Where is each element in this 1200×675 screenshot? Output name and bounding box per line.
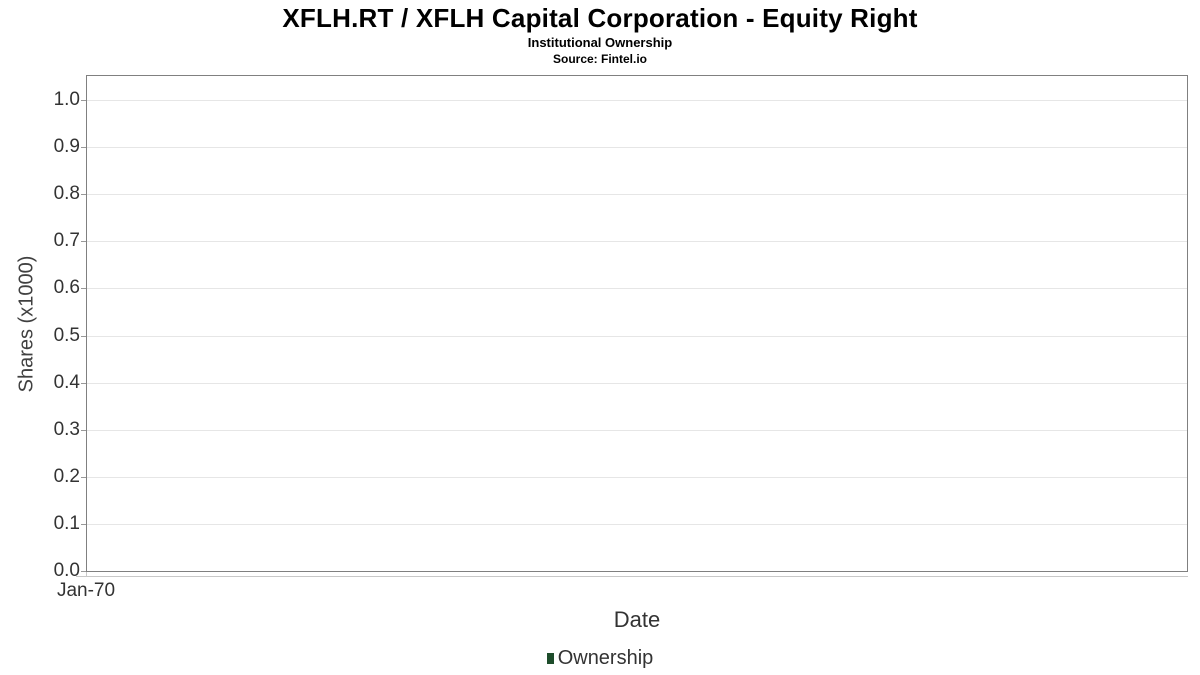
y-tick-0.1 bbox=[81, 524, 86, 525]
y-tick-0.8 bbox=[81, 194, 86, 195]
y-tick-1.0 bbox=[81, 100, 86, 101]
y-tick-0.5 bbox=[81, 336, 86, 337]
y-tick-label-0.6: 0.6 bbox=[53, 277, 80, 298]
y-gridline-0.5 bbox=[87, 336, 1187, 337]
chart-source: Source: Fintel.io bbox=[552, 52, 647, 66]
y-tick-0.4 bbox=[81, 383, 86, 384]
y-tick-0.0 bbox=[81, 571, 86, 572]
x-tick-jan-70 bbox=[86, 572, 87, 577]
y-gridline-0.7 bbox=[87, 241, 1187, 242]
y-gridline-0.8 bbox=[87, 194, 1187, 195]
y-gridline-0.1 bbox=[87, 524, 1187, 525]
y-tick-label-0.8: 0.8 bbox=[53, 183, 80, 204]
y-gridline-0.3 bbox=[87, 430, 1187, 431]
y-tick-label-0.5: 0.5 bbox=[53, 325, 80, 346]
x-axis-line bbox=[76, 576, 1188, 577]
y-tick-label-0.9: 0.9 bbox=[53, 136, 80, 157]
y-gridline-0.4 bbox=[87, 383, 1187, 384]
chart-subtitle: Institutional Ownership bbox=[527, 35, 673, 50]
y-tick-label-0.3: 0.3 bbox=[53, 419, 80, 440]
legend-marker-ownership bbox=[546, 652, 554, 664]
legend-label-ownership[interactable]: Ownership bbox=[557, 646, 654, 669]
y-tick-label-0.7: 0.7 bbox=[53, 230, 80, 251]
chart-title: XFLH.RT / XFLH Capital Corporation - Equ… bbox=[282, 3, 918, 33]
y-tick-0.2 bbox=[81, 477, 86, 478]
y-gridline-0.6 bbox=[87, 288, 1187, 289]
legend[interactable]: Ownership bbox=[0, 645, 1200, 671]
y-tick-0.3 bbox=[81, 430, 86, 431]
plot-area bbox=[86, 75, 1188, 572]
x-tick-label: Jan-70 bbox=[56, 580, 116, 601]
x-axis-title: Date bbox=[613, 607, 661, 632]
y-tick-label-0.4: 0.4 bbox=[53, 372, 80, 393]
y-tick-0.7 bbox=[81, 241, 86, 242]
y-tick-label-0.1: 0.1 bbox=[53, 513, 80, 534]
y-tick-0.6 bbox=[81, 288, 86, 289]
y-gridline-0.2 bbox=[87, 477, 1187, 478]
y-tick-label-1.0: 1.0 bbox=[53, 89, 80, 110]
y-gridline-0.9 bbox=[87, 147, 1187, 148]
y-gridline-1.0 bbox=[87, 100, 1187, 101]
y-tick-label-0.2: 0.2 bbox=[53, 466, 80, 487]
y-tick-label-0.0: 0.0 bbox=[53, 560, 80, 581]
y-tick-0.9 bbox=[81, 147, 86, 148]
